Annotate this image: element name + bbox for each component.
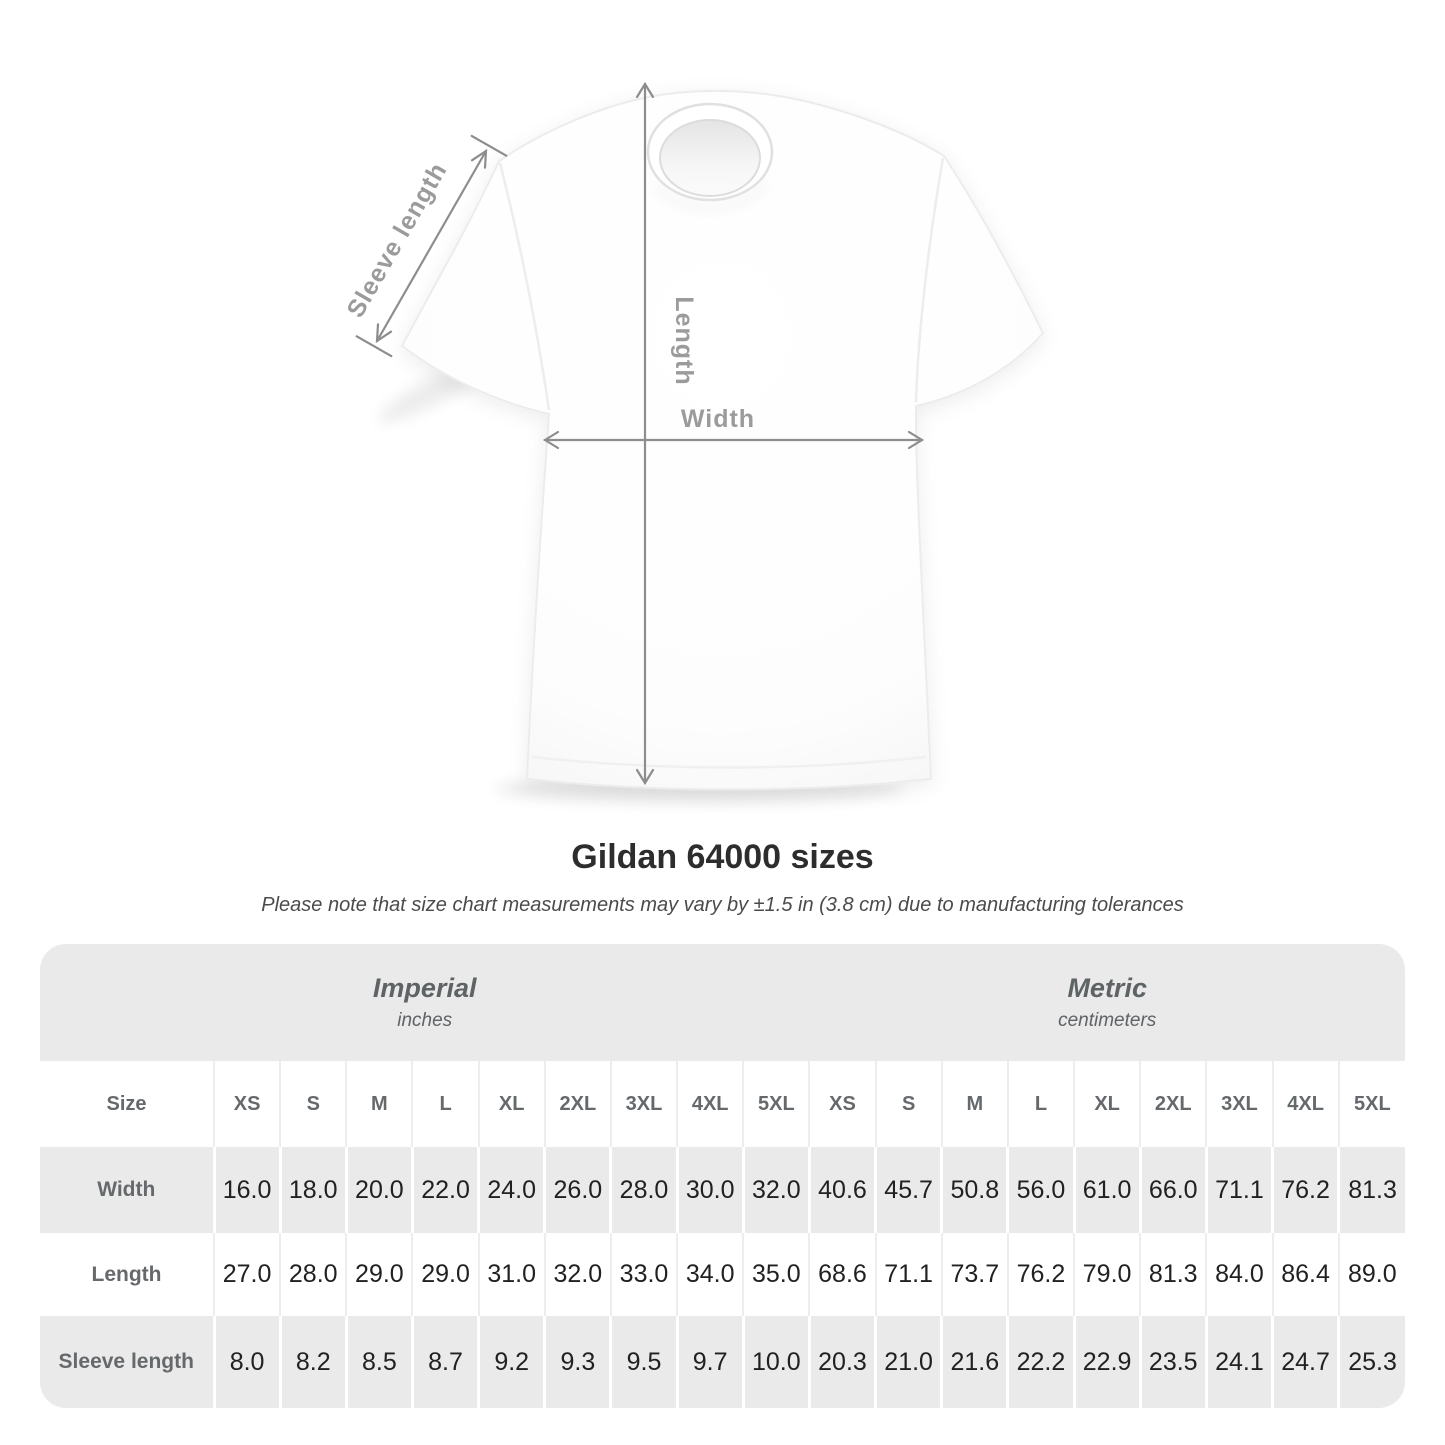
size-header-metric-xs: XS	[808, 1061, 876, 1147]
cell-sleeve-length-imperial-xs: 8.0	[212, 1316, 281, 1408]
collar-inner	[659, 119, 761, 197]
cell-length-metric-xl: 79.0	[1073, 1233, 1141, 1316]
cell-width-metric-xl: 61.0	[1072, 1147, 1141, 1233]
imperial-group-header: Imperial inches	[40, 944, 810, 1061]
measurement-row-length: Length 27.0 28.0 29.0 29.0 31.0 32.0 33.0 34.0 35…	[40, 1233, 1405, 1316]
cell-width-metric-m: 50.8	[940, 1147, 1008, 1233]
imperial-unit-label: inches	[397, 1010, 453, 1032]
page-title: Gildan 64000 sizes	[571, 838, 874, 876]
sleeve-length-arrow	[355, 134, 508, 358]
size-column-header: Size	[40, 1061, 214, 1147]
cell-sleeve-length-imperial-3xl: 9.5	[609, 1316, 678, 1408]
cell-width-metric-4xl: 76.2	[1270, 1147, 1339, 1233]
measurement-row-width: Width 16.0 18.0 20.0 22.0 24.0 26.0 28.0 30.0 32.…	[40, 1147, 1405, 1233]
row-label-width: Width	[40, 1147, 214, 1233]
cell-sleeve-length-metric-xs: 20.3	[807, 1316, 876, 1408]
cell-length-imperial-3xl: 33.0	[609, 1233, 678, 1316]
cell-length-imperial-xs: 27.0	[212, 1233, 281, 1316]
cell-sleeve-length-metric-s: 21.0	[874, 1316, 942, 1408]
cell-width-imperial-3xl: 28.0	[609, 1147, 678, 1233]
tolerance-note: Please note that size chart measurements…	[261, 894, 1184, 916]
cell-sleeve-length-metric-4xl: 24.7	[1270, 1316, 1339, 1408]
length-label: Length	[670, 296, 698, 385]
size-header-imperial-4xl: 4XL	[676, 1061, 744, 1147]
cell-length-metric-l: 76.2	[1006, 1233, 1075, 1316]
cell-width-imperial-4xl: 30.0	[675, 1147, 744, 1233]
cell-width-metric-3xl: 71.1	[1204, 1147, 1273, 1233]
cell-length-metric-s: 71.1	[874, 1233, 942, 1316]
cell-length-metric-3xl: 84.0	[1205, 1233, 1273, 1316]
cell-sleeve-length-metric-l: 22.2	[1006, 1316, 1075, 1408]
metric-unit-label: centimeters	[1058, 1010, 1157, 1032]
cell-sleeve-length-metric-3xl: 24.1	[1204, 1316, 1273, 1408]
size-header-row: Size XS S M L XL 2XL 3XL 4XL 5XL XS S M L XL 2XL 3XL 4XL…	[40, 1061, 1405, 1147]
cell-width-imperial-2xl: 26.0	[543, 1147, 611, 1233]
cell-sleeve-length-imperial-2xl: 9.3	[543, 1316, 611, 1408]
cell-length-metric-5xl: 89.0	[1337, 1233, 1405, 1316]
cell-width-metric-xs: 40.6	[807, 1147, 876, 1233]
row-label-sleeve-length: Sleeve length	[40, 1316, 214, 1408]
cell-width-metric-5xl: 81.3	[1337, 1147, 1405, 1233]
tshirt-measurement-diagram: Sleeve length Length Width	[341, 81, 1045, 802]
cell-width-imperial-s: 18.0	[278, 1147, 347, 1233]
cell-length-imperial-5xl: 35.0	[742, 1233, 810, 1316]
size-table-panel: Imperial inches Metric centimeters Size …	[40, 944, 1405, 1408]
size-header-imperial-xs: XS	[212, 1061, 281, 1147]
cell-length-metric-m: 73.7	[940, 1233, 1008, 1316]
size-header-metric-3xl: 3XL	[1205, 1061, 1273, 1147]
size-header-imperial-2xl: 2XL	[543, 1061, 611, 1147]
width-label: Width	[681, 405, 755, 433]
size-header-metric-xl: XL	[1073, 1061, 1141, 1147]
cell-length-imperial-s: 28.0	[279, 1233, 347, 1316]
cell-sleeve-length-imperial-s: 8.2	[278, 1316, 347, 1408]
cell-sleeve-length-imperial-4xl: 9.7	[675, 1316, 744, 1408]
row-label-length: Length	[40, 1233, 214, 1316]
size-header-metric-2xl: 2XL	[1139, 1061, 1207, 1147]
cell-width-metric-2xl: 66.0	[1138, 1147, 1207, 1233]
size-header-imperial-s: S	[279, 1061, 347, 1147]
size-header-metric-4xl: 4XL	[1271, 1061, 1339, 1147]
cell-length-imperial-m: 29.0	[345, 1233, 413, 1316]
cell-sleeve-length-imperial-l: 8.7	[410, 1316, 479, 1408]
cell-width-imperial-xs: 16.0	[212, 1147, 281, 1233]
cell-sleeve-length-metric-m: 21.6	[940, 1316, 1008, 1408]
cell-length-imperial-2xl: 32.0	[543, 1233, 611, 1316]
cell-width-metric-l: 56.0	[1006, 1147, 1075, 1233]
cell-sleeve-length-imperial-xl: 9.2	[477, 1316, 545, 1408]
cell-sleeve-length-metric-xl: 22.9	[1072, 1316, 1141, 1408]
cell-width-imperial-l: 22.0	[410, 1147, 479, 1233]
metric-label: Metric	[1067, 973, 1147, 1004]
cell-width-imperial-m: 20.0	[344, 1147, 413, 1233]
cell-length-metric-2xl: 81.3	[1139, 1233, 1207, 1316]
cell-sleeve-length-imperial-5xl: 10.0	[741, 1316, 810, 1408]
measurement-row-sleeve-length: Sleeve length 8.0 8.2 8.5 8.7 9.2 9.3 9.5 9.7 10.…	[40, 1316, 1405, 1408]
imperial-label: Imperial	[372, 973, 477, 1004]
size-table: Imperial inches Metric centimeters Size …	[40, 944, 1405, 1408]
length-arrow	[635, 81, 655, 786]
cell-length-metric-xs: 68.6	[808, 1233, 876, 1316]
size-header-metric-m: M	[940, 1061, 1008, 1147]
cell-sleeve-length-metric-2xl: 23.5	[1138, 1316, 1207, 1408]
cell-sleeve-length-metric-5xl: 25.3	[1337, 1316, 1405, 1408]
size-header-imperial-l: L	[411, 1061, 479, 1147]
cell-width-metric-s: 45.7	[874, 1147, 942, 1233]
cell-width-imperial-5xl: 32.0	[741, 1147, 810, 1233]
size-header-imperial-m: M	[345, 1061, 413, 1147]
cell-length-imperial-xl: 31.0	[477, 1233, 545, 1316]
cell-width-imperial-xl: 24.0	[477, 1147, 545, 1233]
cell-sleeve-length-imperial-m: 8.5	[344, 1316, 413, 1408]
cell-length-imperial-l: 29.0	[411, 1233, 479, 1316]
size-header-metric-s: S	[874, 1061, 942, 1147]
size-header-imperial-xl: XL	[477, 1061, 545, 1147]
cell-length-imperial-4xl: 34.0	[676, 1233, 744, 1316]
size-header-metric-l: L	[1006, 1061, 1075, 1147]
size-header-imperial-5xl: 5XL	[742, 1061, 810, 1147]
unit-group-row: Imperial inches Metric centimeters	[40, 944, 1405, 1061]
width-arrow	[542, 430, 925, 450]
size-header-metric-5xl: 5XL	[1337, 1061, 1405, 1147]
size-header-imperial-3xl: 3XL	[609, 1061, 678, 1147]
metric-group-header: Metric centimeters	[809, 944, 1405, 1061]
cell-length-metric-4xl: 86.4	[1271, 1233, 1339, 1316]
